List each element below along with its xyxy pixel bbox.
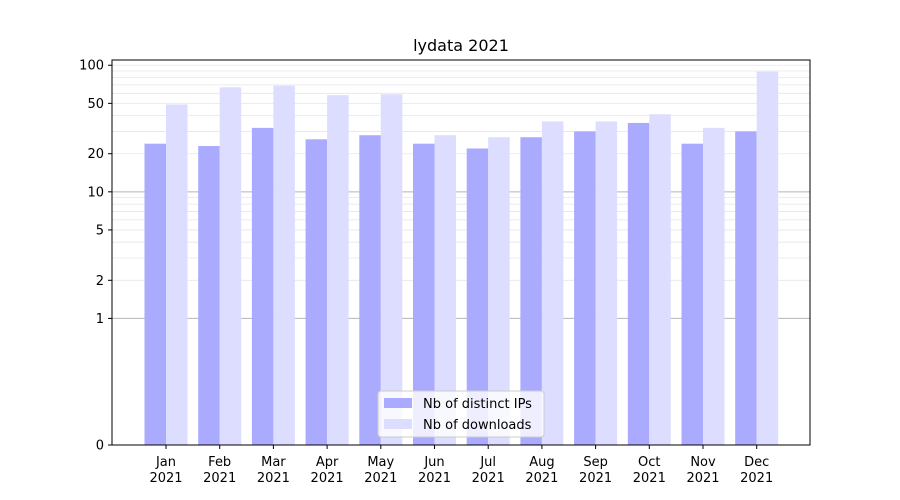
- x-tick-label-feb: Feb 2021: [203, 455, 236, 486]
- legend-swatch-distinct-ips: [384, 398, 412, 408]
- y-tick-label-1: 1: [96, 312, 104, 327]
- x-tick-label-oct: Oct 2021: [633, 455, 666, 486]
- bars: [144, 71, 779, 446]
- legend-swatch-downloads: [384, 419, 412, 429]
- x-tick-year: 2021: [525, 471, 558, 486]
- x-tick-month: Jul: [479, 455, 496, 470]
- y-tick-label-20: 20: [87, 147, 104, 162]
- bar-nb-of-distinct-ips-feb: [198, 146, 220, 445]
- x-tick-label-aug: Aug 2021: [525, 455, 558, 486]
- x-tick-year: 2021: [257, 471, 290, 486]
- bar-nb-of-downloads-may: [380, 94, 403, 446]
- bar-nb-of-distinct-ips-aug: [520, 137, 542, 446]
- x-tick-month: Apr: [316, 455, 339, 470]
- plot-frame: [111, 59, 811, 446]
- y-tick-label-100: 100: [79, 59, 104, 74]
- y-tick-label-10: 10: [87, 185, 104, 200]
- x-tick-label-may: May 2021: [364, 455, 397, 486]
- x-tick-year: 2021: [149, 471, 182, 486]
- x-tick-label-jul: Jul 2021: [472, 455, 505, 486]
- bar-nb-of-downloads-dec: [756, 71, 779, 446]
- x-tick-year: 2021: [686, 471, 719, 486]
- bar-nb-of-distinct-ips-apr: [305, 139, 328, 445]
- x-tick-month: Jun: [423, 455, 444, 470]
- x-tick-label-jun: Jun 2021: [418, 455, 451, 486]
- bar-nb-of-downloads-jan: [166, 104, 188, 445]
- bar-nb-of-distinct-ips-oct: [627, 122, 650, 445]
- bar-nb-of-downloads-oct: [649, 114, 671, 445]
- chart-title: lydata 2021: [413, 36, 509, 55]
- bar-nb-of-distinct-ips-dec: [735, 131, 757, 445]
- bar-nb-of-distinct-ips-jun: [413, 143, 435, 445]
- x-tick-label-nov: Nov 2021: [686, 455, 719, 486]
- x-tick-month: Feb: [208, 455, 231, 470]
- x-tick-month: Mar: [261, 455, 286, 470]
- y-tick-label-5: 5: [96, 223, 104, 238]
- bar-nb-of-downloads-feb: [219, 87, 242, 445]
- bar-nb-of-distinct-ips-nov: [681, 143, 703, 445]
- x-tick-year: 2021: [364, 471, 397, 486]
- x-tick-year: 2021: [740, 471, 773, 486]
- bar-nb-of-downloads-aug: [541, 121, 564, 445]
- bar-nb-of-downloads-jun: [434, 135, 456, 445]
- legend: Nb of distinct IPs Nb of downloads: [377, 390, 545, 438]
- y-tick-label-50: 50: [87, 97, 104, 112]
- x-tick-year: 2021: [203, 471, 236, 486]
- x-tick-year: 2021: [472, 471, 505, 486]
- x-tick-label-mar: Mar 2021: [257, 455, 290, 486]
- bar-nb-of-distinct-ips-may: [359, 135, 381, 445]
- x-tick-label-dec: Dec 2021: [740, 455, 773, 486]
- y-axis: 0 1 2 5 10 20 50 100: [79, 59, 112, 454]
- legend-label-downloads: Nb of downloads: [423, 418, 532, 433]
- bar-nb-of-downloads-mar: [273, 85, 295, 445]
- bar-nb-of-distinct-ips-jul: [466, 148, 489, 445]
- x-tick-label-apr: Apr 2021: [311, 455, 344, 486]
- x-tick-year: 2021: [633, 471, 666, 486]
- x-tick-year: 2021: [418, 471, 451, 486]
- bar-nb-of-downloads-sep: [595, 121, 618, 445]
- x-tick-month: Sep: [583, 455, 608, 470]
- x-tick-month: May: [367, 455, 394, 470]
- bar-nb-of-distinct-ips-jan: [144, 143, 166, 445]
- x-tick-year: 2021: [311, 471, 344, 486]
- x-tick-label-jan: Jan 2021: [149, 455, 182, 486]
- bar-nb-of-distinct-ips-mar: [251, 127, 274, 445]
- x-tick-year: 2021: [579, 471, 612, 486]
- x-tick-month: Nov: [690, 455, 716, 470]
- x-tick-month: Aug: [529, 455, 554, 470]
- bar-nb-of-downloads-nov: [703, 127, 725, 445]
- x-tick-month: Oct: [638, 455, 660, 470]
- legend-label-distinct-ips: Nb of distinct IPs: [423, 397, 532, 412]
- legend-box: [377, 390, 545, 438]
- bar-nb-of-distinct-ips-sep: [574, 131, 596, 445]
- y-tick-label-0: 0: [96, 439, 104, 454]
- x-tick-label-sep: Sep 2021: [579, 455, 612, 486]
- y-tick-label-2: 2: [96, 274, 104, 289]
- x-tick-month: Jan: [155, 455, 176, 470]
- bar-nb-of-downloads-apr: [327, 95, 349, 445]
- bar-nb-of-downloads-jul: [488, 137, 510, 446]
- x-tick-month: Dec: [744, 455, 769, 470]
